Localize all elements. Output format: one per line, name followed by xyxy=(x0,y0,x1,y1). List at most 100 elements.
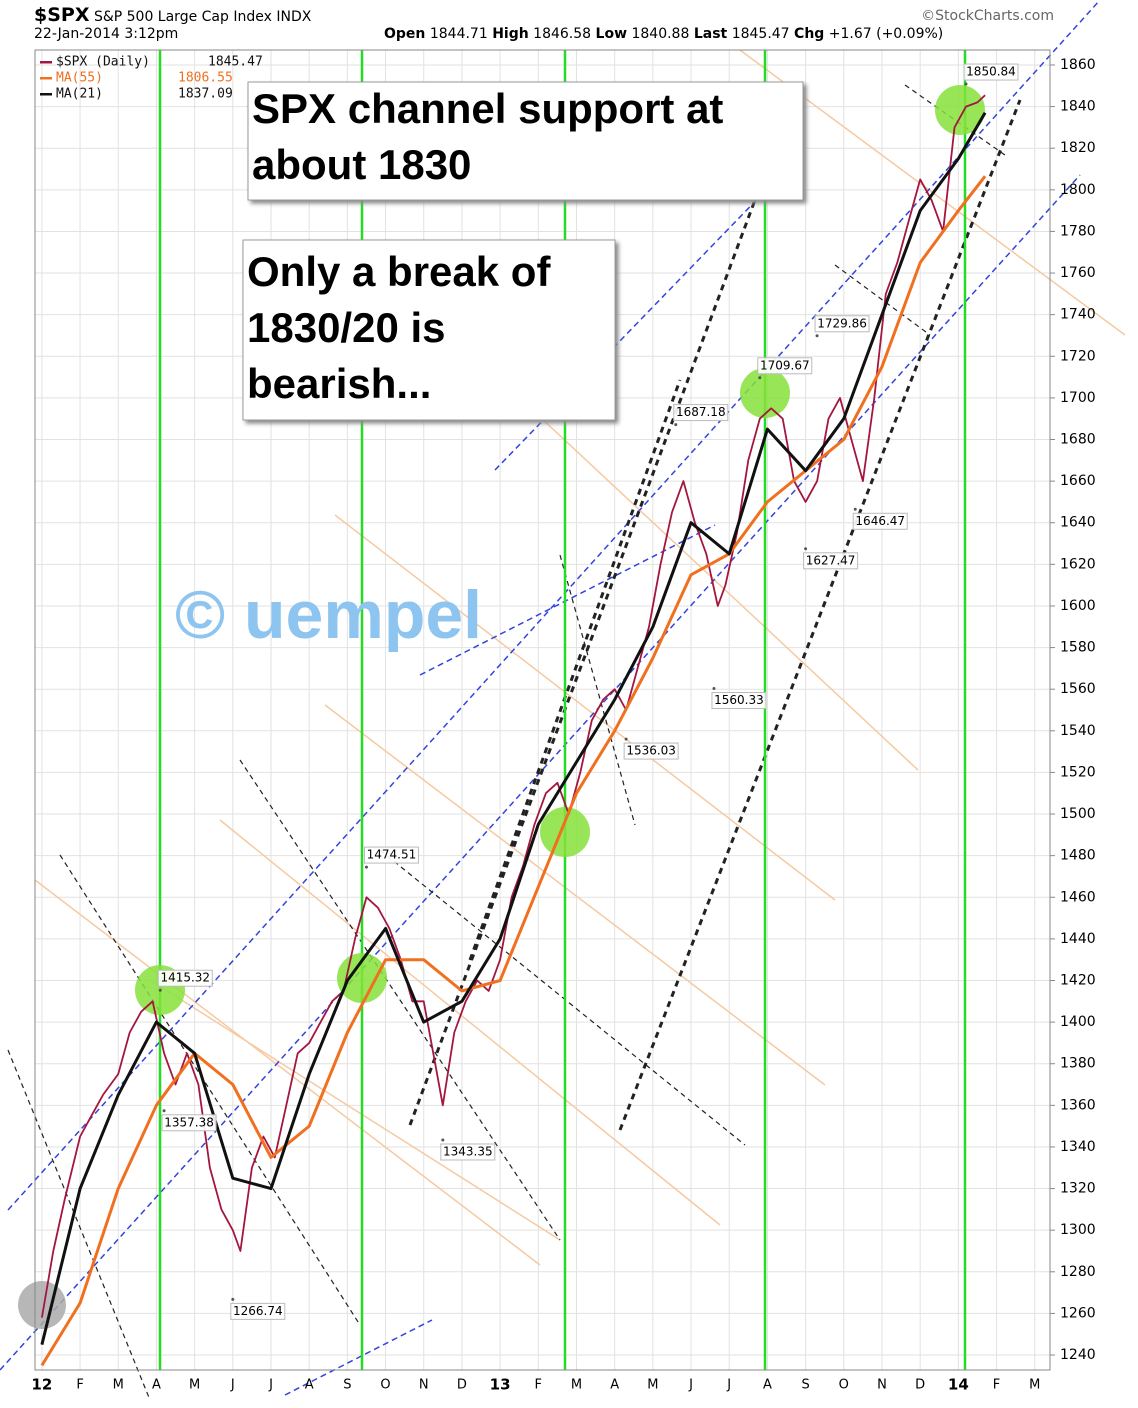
legend-swatch xyxy=(40,61,52,64)
annotation-point xyxy=(712,687,716,691)
x-tick-label: 12 xyxy=(31,1376,52,1394)
x-tick-label: O xyxy=(839,1378,849,1393)
watermark: © uempel xyxy=(175,577,482,653)
series-line xyxy=(40,111,987,1345)
box-text: Only a break of xyxy=(247,248,551,295)
annotation-box xyxy=(963,63,1019,81)
y-tick-label: 1580 xyxy=(1060,640,1096,656)
quote-value: 1845.47 xyxy=(731,26,790,42)
quote-label: Chg xyxy=(794,26,825,42)
y-tick-label: 1320 xyxy=(1060,1181,1096,1197)
quote-label: Last xyxy=(693,26,728,42)
y-tick-label: 1720 xyxy=(1060,348,1096,364)
y-tick-label: 1860 xyxy=(1060,57,1096,73)
x-tick-label: 13 xyxy=(490,1376,511,1394)
legend-name: MA(21) xyxy=(56,87,103,102)
annotation-label: 1415.32 xyxy=(160,971,210,985)
date: 22-Jan-2014 3:12pm xyxy=(34,26,179,42)
annotation-box xyxy=(673,404,729,422)
y-tick-label: 1780 xyxy=(1060,223,1096,239)
steep-channels xyxy=(408,99,1022,1131)
legend-value: 1806.55 xyxy=(178,71,233,86)
y-tick-label: 1260 xyxy=(1060,1305,1096,1321)
text-box-2 xyxy=(242,239,616,421)
legend-swatch xyxy=(40,93,52,96)
box-text: about 1830 xyxy=(252,141,471,188)
legend-value: 1845.47 xyxy=(208,55,263,70)
quote-row: 22-Jan-2014 3:12pm Open 1844.71 High 184… xyxy=(34,26,1054,44)
x-tick-label: A xyxy=(610,1378,619,1393)
series-line xyxy=(41,94,986,1318)
legend: $SPX (Daily) 1845.47 MA(55) 1806.55 MA(21) 18… xyxy=(40,55,263,102)
annotation-label: 1646.47 xyxy=(855,514,905,528)
annotation-box xyxy=(157,969,213,987)
text-box-1 xyxy=(247,81,804,201)
source: ©StockCharts.com xyxy=(921,8,1054,24)
legend-value: 1837.09 xyxy=(178,87,233,102)
annotation-label: 1560.33 xyxy=(714,693,764,707)
index-name: S&P 500 Large Cap Index xyxy=(93,9,272,25)
quote-value: +1.67 (+0.09%) xyxy=(828,26,944,42)
y-tick-label: 1800 xyxy=(1060,182,1096,198)
x-tick-label: F xyxy=(76,1378,83,1393)
box-text: SPX channel support at xyxy=(252,85,723,132)
quote-value: 1846.58 xyxy=(533,26,592,42)
legend-name: MA(55) xyxy=(56,71,103,86)
annotation-point xyxy=(964,82,968,86)
x-tick-label: J xyxy=(230,1378,235,1393)
x-tick-label: M xyxy=(113,1378,124,1393)
x-tick-label: D xyxy=(915,1378,925,1393)
y-tick-label: 1820 xyxy=(1060,140,1096,156)
series-line xyxy=(40,175,987,1367)
quote: Open 1844.71 High 1846.58 Low 1840.88 La… xyxy=(384,26,943,42)
box-text: bearish... xyxy=(247,360,431,407)
annotation-box xyxy=(814,315,870,333)
x-tick-label: M xyxy=(1029,1378,1040,1393)
x-tick-label: J xyxy=(726,1378,731,1393)
box-texts: SPX channel support at about 1830 Only a b… xyxy=(247,85,723,407)
y-tick-label: 1740 xyxy=(1060,307,1096,323)
title-row: $SPX S&P 500 Large Cap Index INDX ©Stock… xyxy=(34,4,1054,26)
y-tick-label: 1760 xyxy=(1060,265,1096,281)
y-tick-label: 1560 xyxy=(1060,681,1096,697)
annotation-box xyxy=(803,552,859,570)
y-tick-label: 1440 xyxy=(1060,931,1096,947)
x-tick-label: N xyxy=(419,1378,429,1393)
annotation-point xyxy=(231,1297,235,1301)
x-tick-label: J xyxy=(688,1378,693,1393)
y-tick-label: 1680 xyxy=(1060,432,1096,448)
x-tick-label: O xyxy=(380,1378,390,1393)
annotation-box xyxy=(623,742,679,760)
annotation-box xyxy=(161,1114,217,1132)
annotation-label: 1709.67 xyxy=(760,358,810,372)
y-tick-label: 1540 xyxy=(1060,723,1096,739)
quote-label: High xyxy=(492,26,529,42)
annotation-label: 1266.74 xyxy=(233,1304,283,1318)
quote-label: Low xyxy=(595,26,628,42)
annotation-label: 1850.84 xyxy=(966,65,1016,79)
x-tick-label: F xyxy=(535,1378,542,1393)
quote-value: 1840.88 xyxy=(631,26,690,42)
y-tick-label: 1280 xyxy=(1060,1264,1096,1280)
y-tick-label: 1240 xyxy=(1060,1347,1096,1363)
y-tick-label: 1620 xyxy=(1060,556,1096,572)
annotation-point xyxy=(364,865,368,869)
annotation-point xyxy=(853,507,857,511)
x-tick-label: S xyxy=(343,1378,351,1393)
y-tick-label: 1400 xyxy=(1060,1014,1096,1030)
y-tick-label: 1480 xyxy=(1060,848,1096,864)
annotation-point xyxy=(624,737,628,741)
annotation-box xyxy=(757,357,813,375)
x-tick-label: J xyxy=(268,1378,273,1393)
x-tick-label: S xyxy=(801,1378,809,1393)
black-channels xyxy=(7,84,1006,1401)
annotation-box xyxy=(711,692,767,710)
x-tick-label: 14 xyxy=(948,1376,969,1394)
x-tick-label: M xyxy=(647,1378,658,1393)
annotation-point xyxy=(441,1138,445,1142)
y-tick-label: 1640 xyxy=(1060,515,1096,531)
x-tick-label: F xyxy=(993,1378,1000,1393)
x-tick-label: M xyxy=(189,1378,200,1393)
